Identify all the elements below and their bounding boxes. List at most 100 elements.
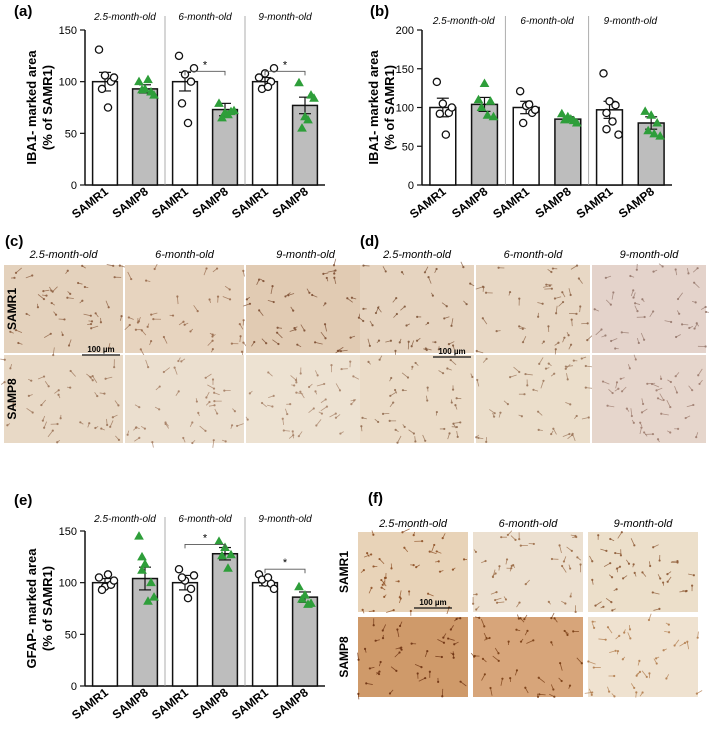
- micro-f-cell-body: [641, 691, 644, 694]
- micro-f-cell-process: [382, 624, 387, 631]
- micro-f-cell-body: [638, 659, 641, 662]
- micro-d-cell-body: [609, 303, 612, 306]
- chart-a-point-samr1: [263, 82, 273, 92]
- chart-a-age-label: 6-month-old: [178, 12, 232, 23]
- micro-d-cell-body: [431, 294, 434, 297]
- micro-c-age-label: 6-month-old: [155, 249, 215, 261]
- micro-f-cell-body: [420, 666, 423, 669]
- micro-f-age-label: 9-month-old: [614, 518, 674, 530]
- micro-c-cell-body: [139, 348, 142, 351]
- micro-f-cell-body: [472, 602, 475, 605]
- chart-b-point-samp8: [479, 78, 490, 87]
- micro-f-cell-body: [593, 626, 596, 629]
- chart-e-point-samr1: [174, 564, 184, 574]
- chart-b-point-samp8: [556, 108, 567, 118]
- chart-e-point-samr1: [183, 593, 193, 603]
- micro-f-cell-body: [696, 636, 699, 639]
- micro-c-cell-body: [235, 424, 239, 428]
- chart-e-ytick-label: 0: [71, 681, 77, 693]
- micro-d-cell-process: [605, 299, 612, 305]
- micro-f-tile: [470, 612, 583, 698]
- micro-d-cell-body: [669, 405, 672, 409]
- micro-d-cell-body: [659, 377, 663, 380]
- micro-c-cell-process: [320, 406, 328, 412]
- micro-d-cell-body: [625, 407, 628, 410]
- micro-c-cell-process: [308, 408, 315, 413]
- micro-f-cell-body: [647, 618, 651, 622]
- micro-f-cell-body: [683, 641, 687, 644]
- chart-e-point-samr1: [269, 584, 279, 594]
- micro-c-cell-process: [335, 383, 341, 391]
- micro-f-cell-body: [560, 679, 563, 683]
- micro-c-cell-body: [260, 401, 264, 405]
- micro-f-row-label: SAMP8: [337, 636, 351, 678]
- micro-f-cell-body: [452, 656, 455, 659]
- micro-d-cell-body: [674, 375, 677, 378]
- micro-c-cell-process: [270, 286, 273, 295]
- chart-b-category-label: SAMP8: [449, 184, 490, 221]
- chart-a-point-samp8: [229, 105, 239, 115]
- micro-f-cell-body: [381, 629, 384, 632]
- micro-d-cell-body: [371, 324, 374, 327]
- micro-f-cell-body: [558, 544, 561, 547]
- micro-d-cell-process: [581, 417, 589, 420]
- micro-f-cell-body: [400, 646, 403, 649]
- micro-d-cell-process: [450, 359, 457, 366]
- micro-f-cell-body: [372, 609, 375, 613]
- micro-c-cell-body: [253, 340, 256, 344]
- micro-d-cell-body: [604, 276, 607, 279]
- micro-c-cell-body: [56, 422, 59, 426]
- micro-d-cell-body: [481, 317, 484, 320]
- micro-c-cell-body: [162, 335, 166, 339]
- micro-c-cell-process: [140, 349, 145, 357]
- micro-c-cell-body: [107, 347, 110, 350]
- micro-f-cell-body: [507, 640, 510, 643]
- micro-d-tile: [360, 355, 474, 444]
- micro-d-cell-body: [639, 421, 642, 424]
- micro-c-cell-body: [332, 264, 336, 267]
- micro-d-cell-process: [522, 336, 527, 343]
- micro-f-age-label: 2.5-month-old: [378, 518, 448, 530]
- micro-d-cell-body: [410, 345, 413, 348]
- micro-f-cell-body: [383, 595, 386, 598]
- micro-d-tile: [475, 355, 594, 443]
- micro-f-cell-body: [384, 576, 387, 579]
- micro-c-cell-process: [314, 341, 323, 345]
- micro-c-cell-process: [203, 268, 207, 276]
- micro-f-cell-body: [437, 560, 440, 563]
- micro-f-cell-body: [483, 625, 486, 628]
- micro-f-cell-body: [459, 680, 462, 683]
- micro-d-cell-body: [694, 301, 697, 304]
- micro-f-cell-body: [515, 628, 518, 631]
- chart-e-point-samp8: [226, 549, 236, 559]
- micro-f-cell-process: [390, 666, 397, 672]
- micro-c-cell-process: [41, 399, 47, 406]
- micro-f-cell-body: [613, 674, 616, 678]
- micro-d-cell-body: [575, 312, 578, 315]
- chart-a-bar: [251, 80, 279, 186]
- micro-d-tile-bg: [476, 355, 590, 443]
- chart-b-point-samr1: [599, 69, 608, 78]
- micro-d-cell-body: [446, 367, 449, 370]
- micro-f-cell-body: [550, 617, 553, 620]
- micro-c-cell-body: [216, 412, 219, 415]
- micro-d-cell-body: [550, 432, 553, 436]
- micro-f-cell-body: [590, 693, 593, 696]
- micro-d-cell-body: [563, 336, 566, 339]
- micro-f-cell-body: [658, 607, 661, 610]
- chart-a-significance-bracket: [184, 70, 226, 76]
- micro-d-cell-body: [462, 265, 465, 269]
- micro-c-cell-body: [294, 328, 297, 331]
- micro-c-cell-body: [212, 439, 215, 442]
- micro-c-cell-body: [189, 330, 192, 333]
- micro-d-cell-body: [635, 268, 638, 271]
- micro-d-cell-body: [650, 382, 654, 386]
- micro-f-cell-body: [616, 649, 620, 653]
- chart-a-point-samp8: [223, 109, 233, 119]
- chart-e-age-label: 6-month-old: [178, 514, 232, 525]
- micro-c-cell-body: [146, 325, 149, 328]
- micro-c-cell-body: [197, 411, 200, 414]
- micro-f-cell-body: [514, 538, 517, 542]
- chart-b-point-samr1: [515, 86, 525, 96]
- chart-b-age-label: 2.5-month-old: [432, 16, 495, 27]
